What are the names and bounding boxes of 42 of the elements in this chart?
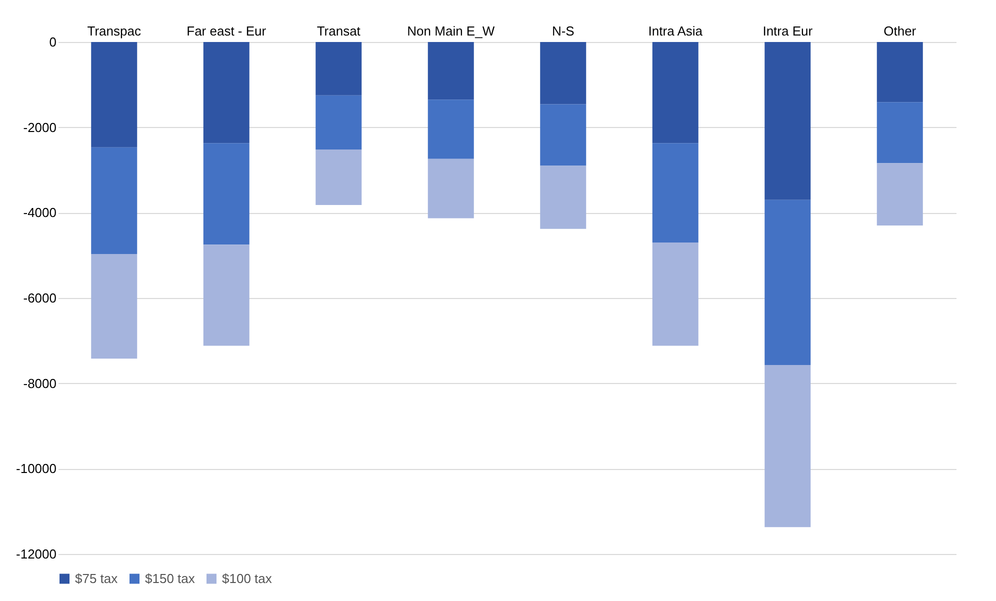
bar — [428, 100, 474, 159]
x-tick-label: Intra Eur — [762, 24, 814, 38]
legend-label: $150 tax — [145, 570, 196, 586]
x-tick-label: Transat — [316, 24, 361, 38]
bar — [91, 147, 138, 254]
bar — [652, 42, 698, 144]
y-tick-label: -4000 — [23, 205, 56, 220]
y-tick-label: -8000 — [23, 376, 56, 391]
bar — [652, 143, 698, 243]
bar — [764, 42, 811, 200]
x-tick-label: Other — [884, 24, 917, 38]
bar — [428, 158, 474, 218]
bar — [652, 242, 698, 346]
bar — [203, 244, 250, 346]
y-tick-label: -10000 — [16, 461, 56, 476]
bar — [540, 104, 586, 166]
y-tick-label: 0 — [49, 34, 56, 50]
bar — [764, 364, 811, 528]
y-tick-label: -6000 — [23, 290, 56, 306]
bar — [876, 42, 923, 102]
bar — [316, 42, 362, 96]
bar — [540, 42, 586, 104]
bar — [203, 143, 250, 245]
y-tick-label: -12000 — [16, 546, 56, 562]
bar — [91, 42, 138, 148]
x-tick-label: Intra Asia — [648, 24, 704, 38]
bar — [540, 166, 586, 229]
bar — [428, 42, 474, 100]
bar — [764, 200, 811, 365]
x-tick-label: Far east - Eur — [186, 24, 267, 38]
bar — [876, 102, 923, 164]
bar — [316, 95, 362, 150]
bar — [203, 42, 250, 144]
x-tick-label: Non Main E_W — [407, 24, 496, 38]
bar — [876, 163, 923, 226]
x-tick-label: N-S — [552, 24, 575, 38]
x-tick-label: Transpac — [87, 24, 142, 38]
bar — [316, 150, 362, 205]
legend-label: $100 tax — [222, 570, 272, 586]
bar — [91, 254, 138, 359]
legend-label: $75 tax — [75, 570, 118, 586]
y-tick-label: -2000 — [23, 120, 56, 135]
